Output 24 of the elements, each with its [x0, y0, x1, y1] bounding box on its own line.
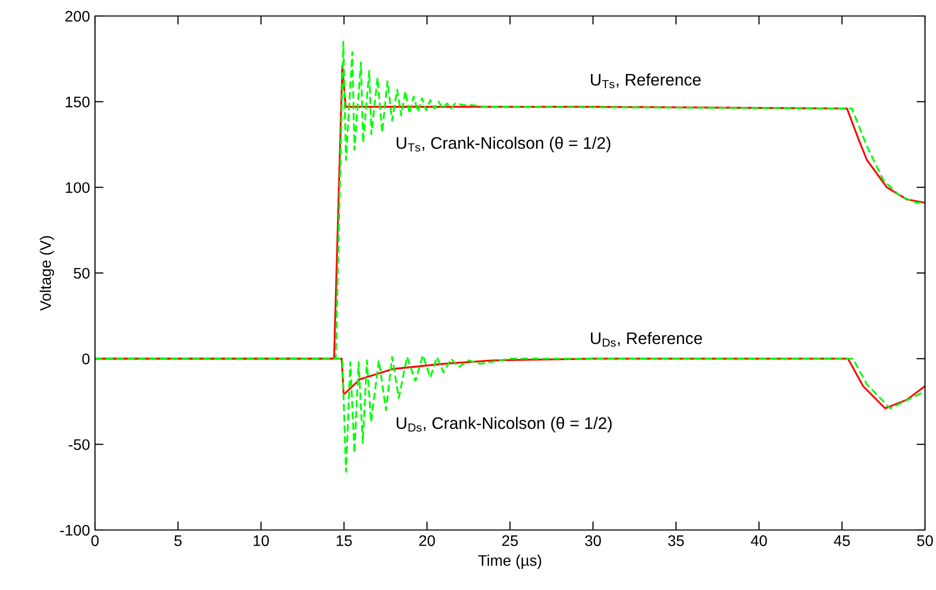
- y-tick-label: -100: [60, 524, 90, 536]
- y-tick-label: -50: [68, 439, 90, 450]
- series-label: U$_{Ds}$, Reference: [590, 332, 702, 347]
- x-tick-label: 15: [336, 535, 352, 546]
- x-tick-label: 25: [502, 535, 518, 546]
- x-tick-label: 30: [585, 535, 601, 546]
- x-tick-label: 35: [668, 535, 684, 546]
- y-tick-label: 100: [66, 182, 90, 194]
- y-axis-title: Voltage (V): [40, 236, 54, 311]
- y-tick-label: 50: [74, 268, 90, 279]
- y-tick-label: 200: [65, 10, 90, 22]
- x-tick-label: 20: [419, 535, 435, 546]
- x-tick-label: 0: [91, 535, 99, 546]
- x-tick-label: 10: [254, 535, 269, 546]
- x-axis-title: Time (µs): [478, 554, 542, 569]
- series-label: U$_{Ts}$, Crank-Nicolson (θ = 1/2): [396, 136, 610, 152]
- series-label: U$_{Ds}$, Crank-Nicolson (θ = 1/2): [396, 416, 612, 432]
- y-tick-label: 150: [66, 96, 90, 108]
- series-label: U$_{Ts}$, Reference: [590, 73, 701, 88]
- x-tick-label: 5: [174, 535, 182, 546]
- x-tick-label: 50: [917, 535, 933, 546]
- x-tick-label: 45: [834, 535, 850, 546]
- x-tick-label: 40: [750, 535, 767, 546]
- y-tick-label: 0: [82, 354, 90, 364]
